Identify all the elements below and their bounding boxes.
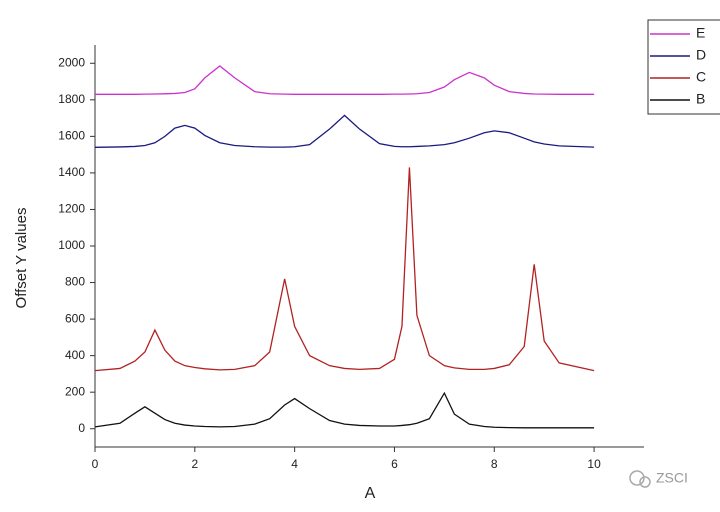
legend-label: E [696, 25, 705, 41]
y-tick-label: 1600 [58, 129, 85, 143]
x-tick-label: 10 [587, 457, 601, 471]
y-tick-label: 1800 [58, 92, 85, 106]
watermark-icon [629, 470, 651, 488]
x-tick-label: 8 [491, 457, 498, 471]
series-line [94, 167, 595, 372]
y-tick-label: 1200 [58, 202, 85, 216]
y-tick-label: 600 [65, 311, 85, 325]
series-line [94, 391, 595, 429]
x-tick-label: 4 [291, 457, 298, 471]
y-tick-label: 200 [65, 384, 85, 398]
watermark: ZSCI [656, 470, 688, 486]
y-tick-label: 1000 [58, 238, 85, 252]
series-line [94, 114, 595, 148]
x-tick-label: 0 [92, 457, 99, 471]
y-tick-label: 1400 [58, 165, 85, 179]
legend-label: D [696, 47, 706, 63]
y-tick-label: 2000 [58, 55, 85, 69]
y-axis-label: Offset Y values [13, 208, 30, 309]
series-line [95, 65, 595, 95]
x-axis-label: A [365, 485, 376, 502]
legend-box [647, 19, 720, 115]
x-tick-label: 6 [391, 457, 398, 471]
y-tick-label: 0 [78, 421, 85, 435]
legend-label: C [696, 69, 706, 85]
y-tick-label: 800 [65, 275, 85, 289]
legend-label: B [696, 91, 705, 107]
x-tick-label: 2 [191, 457, 198, 471]
y-tick-label: 400 [65, 348, 85, 362]
